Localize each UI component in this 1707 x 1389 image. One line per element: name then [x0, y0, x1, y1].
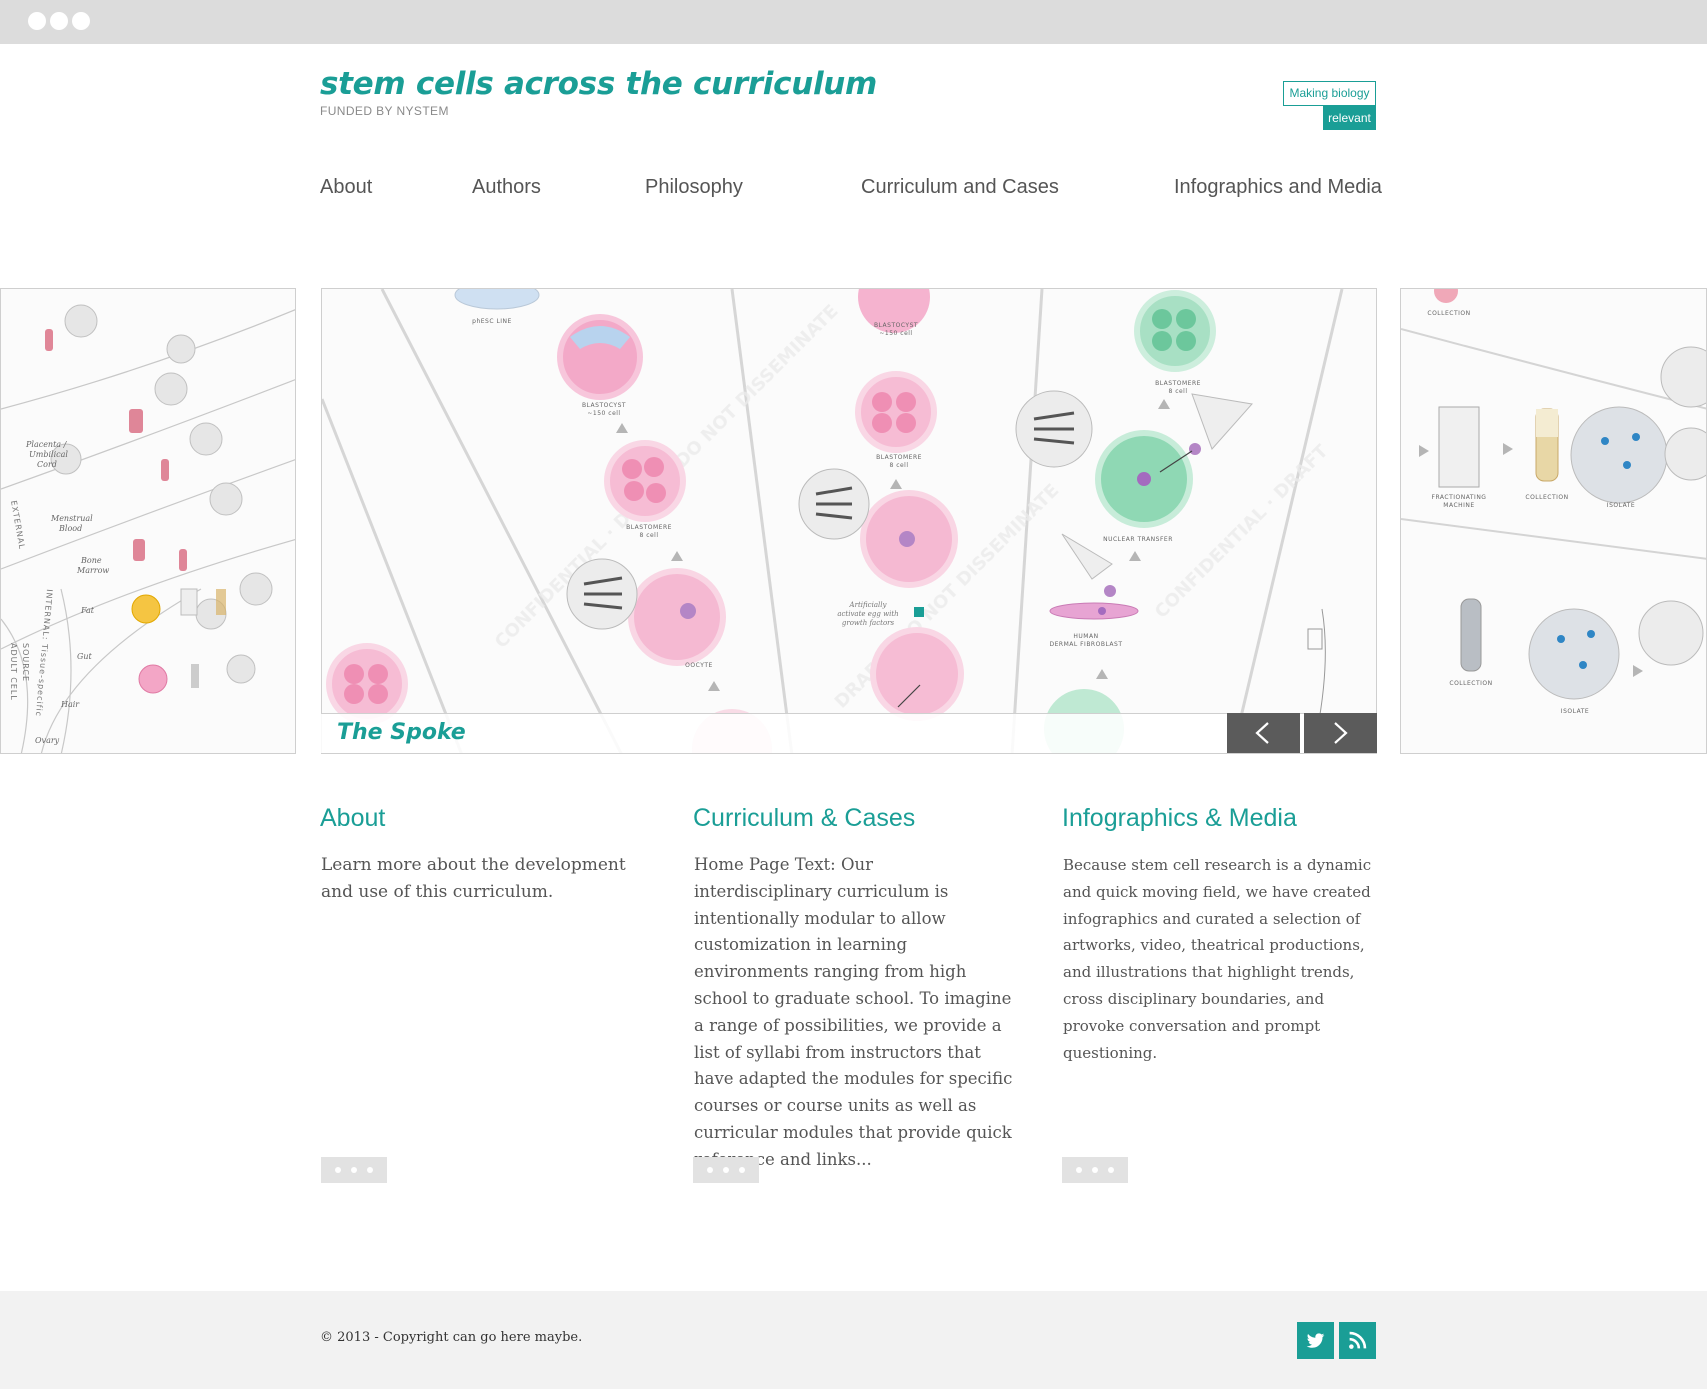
label-nuclear-transfer: NUCLEAR TRANSFER [1103, 536, 1173, 543]
about-heading[interactable]: About [320, 804, 386, 832]
label-dermal: DERMAL FIBROBLAST [1049, 641, 1122, 648]
collection-isolate-illustration: COLLECTION FRACTIONATING MACHINE COLLECT… [1401, 289, 1706, 715]
window-dot [72, 12, 90, 30]
tagline-badge: Making biology [1283, 81, 1376, 106]
twitter-button[interactable] [1297, 1322, 1334, 1359]
label-fractionating: FRACTIONATING [1432, 494, 1487, 501]
label-blastomere-sub: 8 cell [639, 532, 658, 539]
curriculum-heading[interactable]: Curriculum & Cases [693, 804, 916, 832]
label-blastocyst-sub: ~150 cell [587, 410, 620, 417]
label-cord: Cord [37, 460, 57, 469]
curriculum-more-button[interactable] [693, 1157, 759, 1183]
label-fat: Fat [80, 606, 95, 615]
label-isolate-2: ISOLATE [1561, 708, 1589, 715]
label-fractionating-sub: MACHINE [1443, 502, 1474, 509]
the-spoke-illustration: CONFIDENTIAL · DRAFT · DO NOT DISSEMINAT… [322, 289, 1344, 753]
window-dot [28, 12, 46, 30]
rss-icon [1349, 1331, 1367, 1349]
slide-caption: The Spoke [337, 720, 466, 745]
label-blood: Blood [58, 524, 82, 533]
site-title[interactable]: stem cells across the curriculum [320, 66, 878, 102]
label-blastomere: BLASTOMERE [626, 524, 672, 531]
carousel-next-button[interactable] [1304, 713, 1377, 753]
label-blastocyst-col2-sub: ~150 cell [879, 330, 912, 337]
label-external: EXTERNAL [9, 500, 27, 551]
label-marrow: Marrow [76, 566, 109, 575]
infographics-heading[interactable]: Infographics & Media [1062, 804, 1297, 832]
label-phesc-line: phESC LINE [472, 318, 512, 325]
label-collection-top: COLLECTION [1427, 310, 1470, 317]
about-text: Learn more about the development and use… [321, 855, 626, 902]
more-dot [367, 1167, 373, 1173]
twitter-icon [1306, 1333, 1325, 1348]
window-dot [50, 12, 68, 30]
browser-chrome [0, 0, 1707, 44]
label-collection: COLLECTION [1525, 494, 1568, 501]
label-activate: activate egg with [837, 610, 898, 618]
nav-curriculum-and-cases[interactable]: Curriculum and Cases [861, 176, 1059, 198]
funded-by: FUNDED BY NYSTEM [320, 104, 449, 118]
label-blastomere-col3-sub: 8 cell [1168, 388, 1187, 395]
label-hair: Hair [60, 700, 80, 709]
infographics-text: Because stem cell research is a dynamic … [1063, 856, 1372, 1062]
more-dot [335, 1167, 341, 1173]
label-placenta: Placenta / [25, 440, 68, 449]
label-oocyte: OOCYTE [685, 662, 713, 669]
label-source: SOURCE [21, 643, 30, 682]
label-collection-2: COLLECTION [1449, 680, 1492, 687]
about-more-button[interactable] [321, 1157, 387, 1183]
chevron-left-icon [1255, 722, 1269, 744]
label-blastomere-col2-sub: 8 cell [889, 462, 908, 469]
curriculum-text: Home Page Text: Our interdisciplinary cu… [694, 855, 1013, 1169]
more-dot [707, 1167, 713, 1173]
label-isolate: ISOLATE [1607, 502, 1635, 509]
label-menstrual: Menstrual [50, 514, 93, 523]
nav-philosophy[interactable]: Philosophy [645, 176, 743, 198]
label-blastocyst-col2: BLASTOCYST [874, 322, 918, 329]
chevron-right-icon [1334, 722, 1348, 744]
nav-about[interactable]: About [320, 176, 373, 198]
label-artificially: Artificially [849, 601, 888, 609]
carousel-main-slide[interactable]: CONFIDENTIAL · DRAFT · DO NOT DISSEMINAT… [321, 288, 1377, 754]
slide-caption-bar: The Spoke [321, 713, 1376, 753]
label-blastocyst: BLASTOCYST [582, 402, 626, 409]
label-human: HUMAN [1073, 633, 1098, 640]
carousel-prev-button[interactable] [1227, 713, 1300, 753]
label-gut: Gut [77, 652, 93, 661]
more-dot [1076, 1167, 1082, 1173]
label-bone: Bone [80, 556, 102, 565]
more-dot [723, 1167, 729, 1173]
label-blastomere-col2: BLASTOMERE [876, 454, 922, 461]
more-dot [739, 1167, 745, 1173]
nav-authors[interactable]: Authors [472, 176, 541, 198]
adult-cell-source-illustration: Placenta / Umbilical Cord Menstrual Bloo… [1, 304, 295, 753]
copyright-text: © 2013 - Copyright can go here maybe. [320, 1330, 583, 1345]
label-blastomere-col3: BLASTOMERE [1155, 380, 1201, 387]
label-adult: ADULT CELL [9, 643, 18, 701]
more-dot [1092, 1167, 1098, 1173]
more-dot [351, 1167, 357, 1173]
infographics-more-button[interactable] [1062, 1157, 1128, 1183]
label-growth: growth factors [842, 619, 895, 627]
label-umbilical: Umbilical [29, 450, 68, 459]
nav-infographics-and-media[interactable]: Infographics and Media [1174, 176, 1382, 198]
footer [0, 1291, 1707, 1389]
more-dot [1108, 1167, 1114, 1173]
rss-button[interactable] [1339, 1322, 1376, 1359]
carousel-preview-left[interactable]: Placenta / Umbilical Cord Menstrual Bloo… [0, 288, 296, 754]
label-ovary: Ovary [35, 736, 60, 745]
tagline-badge-relevant: relevant [1323, 106, 1376, 130]
carousel-preview-right[interactable]: COLLECTION FRACTIONATING MACHINE COLLECT… [1400, 288, 1707, 754]
label-internal: INTERNAL: Tissue-specific [34, 589, 54, 718]
